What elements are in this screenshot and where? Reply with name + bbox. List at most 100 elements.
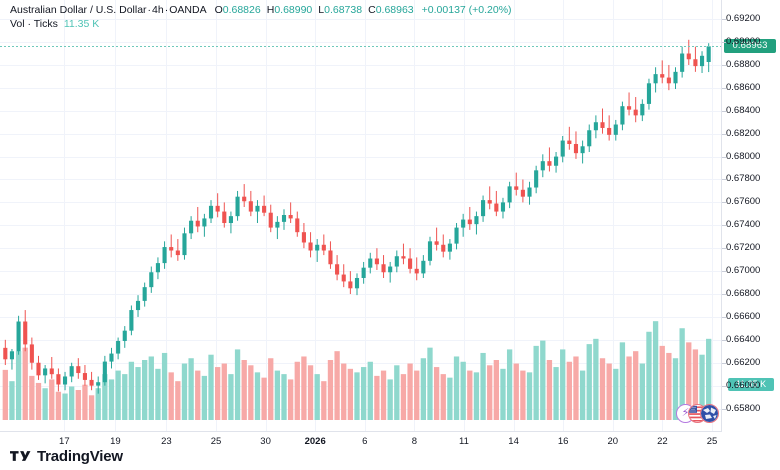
candle-body	[255, 205, 260, 212]
volume-bar	[633, 351, 639, 420]
volume-bar	[506, 349, 513, 420]
candle-body	[155, 263, 160, 273]
price-axis-tick	[722, 65, 726, 66]
volume-bar	[307, 365, 314, 420]
candle-body	[646, 83, 652, 104]
tradingview-logo-icon	[10, 451, 31, 461]
candle-body	[275, 221, 280, 228]
volume-bars	[2, 321, 712, 420]
volume-bar	[201, 375, 208, 420]
price-axis[interactable]: 0.68963 11.35 K 0.69200 0.69000 0.68800 0.6…	[722, 0, 780, 432]
volume-bar	[161, 352, 168, 420]
volume-bar	[467, 370, 473, 420]
candle-body	[693, 59, 698, 67]
volume-bar	[706, 338, 712, 420]
volume-bar	[62, 393, 68, 420]
candle-body	[706, 46, 711, 62]
volume-bar	[599, 358, 606, 420]
price-axis-label: 0.67400	[726, 219, 761, 231]
volume-bar	[128, 361, 135, 420]
volume-bar	[666, 352, 672, 420]
volume-bar	[427, 347, 433, 420]
candle-body	[56, 374, 61, 385]
time-axis-label: 23	[161, 436, 172, 447]
volume-bar	[493, 360, 499, 420]
volume-bar	[314, 374, 320, 420]
volume-bar	[102, 374, 108, 420]
volume-bar	[354, 372, 360, 420]
candle-body	[242, 196, 247, 202]
candle-body	[189, 220, 194, 234]
lightning-glyph: ⚡	[681, 407, 690, 419]
globe-svg	[701, 405, 718, 422]
volume-bar	[672, 358, 679, 420]
price-axis-tick	[722, 179, 726, 180]
candle-body	[401, 256, 406, 259]
candle-body	[149, 272, 154, 288]
candle-body	[600, 122, 605, 128]
candle-body	[388, 266, 393, 273]
price-axis-tick	[722, 317, 726, 318]
candle-body	[421, 260, 426, 274]
candle-body	[122, 330, 127, 341]
candle-body	[76, 366, 81, 374]
candle-body	[321, 244, 326, 251]
globe-icon[interactable]	[700, 404, 719, 423]
candle-body	[135, 300, 141, 311]
time-axis-label: 6	[362, 436, 368, 447]
candles	[3, 39, 711, 394]
volume-bar	[254, 372, 261, 420]
volume-bar	[69, 386, 75, 420]
volume-bar	[546, 360, 553, 420]
candle-body	[540, 161, 545, 171]
candle-body	[82, 373, 88, 380]
price-axis-tick	[722, 111, 726, 112]
candle-body	[487, 200, 492, 204]
price-axis-tick	[722, 134, 726, 135]
candle-body	[660, 74, 665, 78]
candle-body	[16, 321, 21, 352]
candle-body	[427, 241, 433, 261]
time-axis-label: 30	[260, 436, 271, 447]
candle-body	[262, 205, 267, 213]
candle-body	[520, 189, 525, 197]
volume-bar	[387, 379, 393, 420]
candle-body	[202, 218, 207, 227]
time-axis[interactable]: 17 19 23 25 30 2026 6 8 11 14 16 20 22 25	[0, 432, 722, 456]
candle-body	[587, 130, 592, 147]
volume-bar	[168, 372, 174, 420]
volume-bar	[195, 370, 201, 420]
candle-body	[23, 321, 28, 345]
time-axis-label: 20	[607, 436, 619, 447]
price-axis-label: 0.68600	[726, 81, 761, 93]
price-axis-tick	[722, 340, 726, 341]
volume-bar	[35, 382, 42, 420]
volume-bar	[228, 374, 234, 420]
price-axis-label: 0.67600	[726, 196, 761, 208]
volume-bar	[447, 377, 453, 420]
candle-body	[461, 219, 466, 228]
tradingview-wordmark: TradingView	[37, 447, 123, 465]
volume-bar	[394, 365, 400, 420]
volume-bar	[586, 344, 592, 420]
chart-area[interactable]	[0, 0, 722, 432]
candlestick-plot[interactable]	[0, 0, 721, 431]
volume-bar	[487, 365, 493, 420]
price-axis-tick	[722, 363, 726, 364]
candle-body	[640, 103, 645, 116]
candle-body	[102, 361, 107, 383]
volume-bar	[301, 356, 307, 420]
volume-bar	[566, 361, 572, 420]
candle-body	[481, 200, 486, 217]
candle-body	[447, 243, 452, 252]
candle-body	[142, 287, 147, 301]
volume-bar	[341, 363, 347, 420]
volume-bar	[374, 375, 380, 420]
candle-body	[43, 368, 48, 376]
volume-bar	[221, 363, 227, 420]
price-axis-label: 0.69000	[726, 36, 761, 48]
footer-branding: TradingView	[10, 446, 123, 466]
candle-body	[169, 247, 174, 251]
candle-body	[175, 250, 180, 256]
candle-body	[408, 258, 413, 269]
